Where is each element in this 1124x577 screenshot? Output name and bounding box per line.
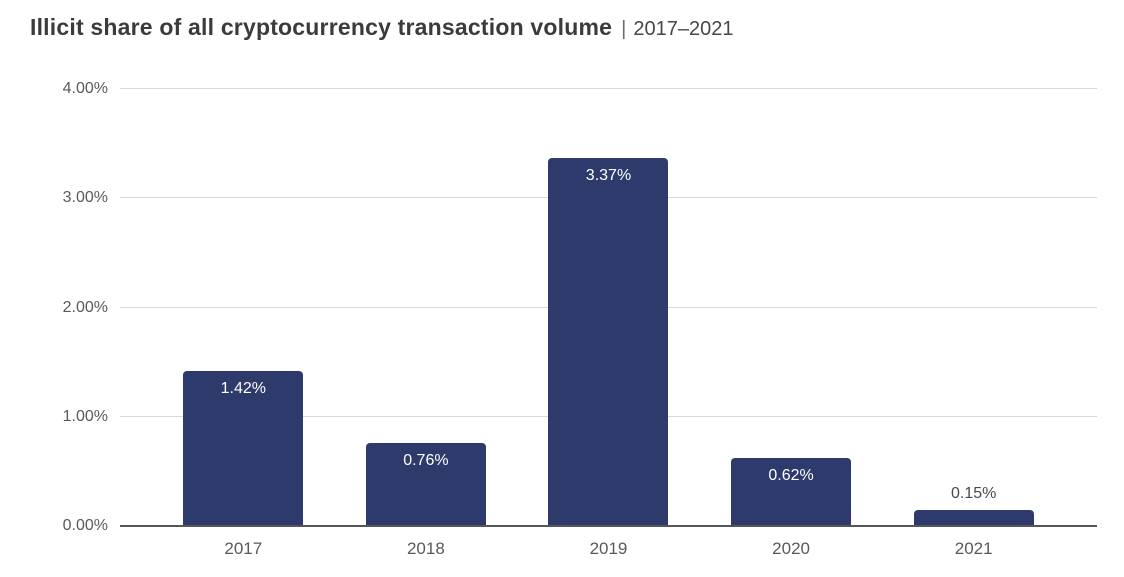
- bar-value-label: 0.15%: [950, 484, 997, 502]
- bar-value-label: 3.37%: [585, 166, 632, 184]
- chart-header: Illicit share of all cryptocurrency tran…: [30, 14, 733, 41]
- chart-period: 2017–2021: [633, 18, 734, 40]
- bar: 3.37%: [548, 157, 669, 526]
- x-tick-label: 2021: [954, 539, 993, 558]
- bar: 0.76%: [365, 442, 486, 526]
- y-tick-label: 3.00%: [62, 189, 108, 207]
- bar: [913, 509, 1034, 526]
- x-tick-label: 2018: [406, 539, 445, 558]
- x-axis: 2017 2018 2019 2020 2021: [120, 539, 1097, 559]
- x-axis-line: [120, 525, 1097, 527]
- bar-value-label: 0.76%: [403, 451, 449, 469]
- title-separator: |: [621, 18, 627, 40]
- bar-slot: 0.15%: [882, 89, 1065, 526]
- bar: 0.62%: [731, 458, 852, 526]
- bar-value-label: 1.42%: [220, 379, 266, 397]
- x-tick-label: 2019: [589, 539, 628, 558]
- bar-value-label: 0.62%: [768, 467, 814, 485]
- plot-area: 1.42% 0.76% 3.37% 0.62% 0.15%: [120, 88, 1097, 527]
- y-tick-label: 1.00%: [62, 407, 108, 425]
- bar: 1.42%: [183, 370, 304, 526]
- y-tick-label: 0.00%: [62, 517, 108, 534]
- x-tick-label: 2020: [772, 539, 810, 558]
- chart-title: Illicit share of all cryptocurrency tran…: [30, 14, 613, 40]
- x-tick-label: 2017: [224, 539, 263, 558]
- y-tick-label: 4.00%: [62, 80, 108, 97]
- bar-slot: 3.37%: [517, 89, 700, 526]
- bar-slot: 1.42%: [152, 89, 335, 526]
- bar-slot: 0.62%: [700, 89, 883, 526]
- bar-chart: 0.00% 1.00% 2.00% 3.00% 4.00% 1.42% 0.76% 3.37…: [30, 80, 1097, 569]
- y-axis: 0.00% 1.00% 2.00% 3.00% 4.00%: [30, 80, 108, 534]
- y-tick-label: 2.00%: [62, 298, 108, 316]
- bar-slot: 0.76%: [335, 89, 518, 526]
- bars: 1.42% 0.76% 3.37% 0.62% 0.15%: [120, 89, 1097, 526]
- grid-line: [120, 88, 1097, 89]
